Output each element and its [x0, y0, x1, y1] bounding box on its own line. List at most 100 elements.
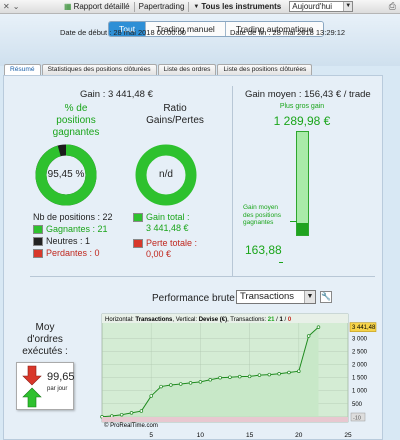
data-point [129, 411, 134, 415]
horizontal-divider [30, 276, 375, 277]
tab-trading-automatique[interactable]: Trading automatique [225, 22, 324, 36]
data-point [228, 375, 232, 379]
gain-total-text: Gain total : 3 441,48 € [146, 212, 190, 234]
chevron-down-icon[interactable]: ⌄ [12, 2, 20, 11]
gain-total: Gain total : 3 441,48 € [133, 212, 190, 234]
papertrading-label: Papertrading [138, 2, 185, 11]
green-swatch [33, 225, 43, 234]
winners-label: Gagnantes : 21 [46, 224, 108, 234]
x-tick-label: 25 [344, 432, 352, 439]
pct-title-line: positions [56, 115, 96, 126]
y-tick-label: 1 000 [352, 389, 368, 395]
x-tick-label: 20 [295, 432, 303, 439]
red-swatch [33, 249, 43, 258]
up-down-arrows-icon [22, 365, 42, 408]
section-tabs: Résumé Statistiques des positions clôtur… [4, 64, 313, 75]
data-point [277, 372, 281, 376]
data-point [297, 369, 301, 373]
window-controls: ✕ ⌄ [0, 2, 60, 11]
data-point [139, 409, 144, 413]
instruments-label: Tous les instruments [201, 2, 282, 11]
gain-total-line: Gain total : [146, 212, 190, 222]
y-tick-label: 2 500 [352, 350, 368, 356]
chart-area-fill [102, 327, 319, 417]
data-point [198, 380, 203, 384]
average-gain: Gain moyen : 156,43 € / trade [245, 89, 371, 100]
watermark: © ProRealTime.com [104, 422, 158, 429]
instruments-dropdown[interactable]: ▼ Tous les instruments [189, 2, 285, 11]
end-date: Date de fin : 28 mai 2018 13:29:12 [230, 28, 346, 37]
biggest-gain-label: Plus gros gain [279, 103, 325, 110]
tab-tout[interactable]: Tout [109, 22, 147, 36]
performance-select[interactable]: Transactions ▼ [236, 290, 316, 304]
x-tick-label: 5 [149, 432, 153, 439]
tab-stats-positions[interactable]: Statistiques des positions clôturées [41, 64, 157, 75]
report-label: Rapport détaillé [73, 2, 130, 11]
wrench-icon[interactable]: 🔧 [320, 291, 332, 303]
report-button[interactable]: ▦ Rapport détaillé [60, 2, 134, 11]
chevron-down-icon: ▼ [304, 291, 315, 303]
last-value-tag [349, 322, 377, 332]
x-tick-label: 15 [246, 432, 254, 439]
avg-winner-line: gagnantes [243, 219, 274, 226]
ratio-title: Ratio Gains/Pertes [130, 103, 220, 127]
papertrading-button[interactable]: Papertrading [135, 2, 189, 11]
data-point [247, 374, 252, 379]
tab-liste-ordres[interactable]: Liste des ordres [157, 64, 217, 75]
y-tick-label: 500 [352, 402, 363, 408]
avg-orders-unit: par jour [47, 386, 68, 392]
donut-fill [35, 144, 97, 206]
ratio-value: n/d [159, 169, 173, 180]
data-point [169, 383, 173, 387]
vertical-divider [232, 86, 233, 276]
ratio-title-line: Ratio [163, 103, 187, 114]
chart-bottom-band [102, 417, 348, 422]
print-icon[interactable]: ⎙ [388, 1, 396, 11]
legend-neutral: Neutres : 1 [33, 236, 90, 247]
performance-chart-svg: Horizontal: Transactions, Vertical: Devi… [100, 313, 377, 439]
avg-orders-line: exécutés : [22, 346, 68, 357]
bottom-value-mark [279, 262, 283, 263]
performance-chart: Horizontal: Transactions, Vertical: Devi… [88, 310, 378, 440]
loss-total-text: Perte totale : 0,00 € [146, 238, 197, 260]
performance-title: Performance brute [152, 293, 235, 304]
chart-points [100, 325, 321, 419]
ratio-title-line: Gains/Pertes [146, 115, 204, 126]
avg-winner-line: Gain moyen [243, 204, 279, 211]
ratio-donut-svg [135, 144, 197, 206]
loss-total-line: Perte totale : [146, 238, 198, 248]
avg-winner-pointer [290, 221, 297, 222]
tab-trading-manuel[interactable]: Trading manuel [146, 22, 226, 36]
y-tick-label: 1 500 [352, 376, 368, 382]
data-point [208, 378, 212, 382]
data-point [119, 412, 124, 417]
last-value-label: 3 441,48 [352, 325, 376, 331]
total-gain: Gain : 3 441,48 € [80, 89, 153, 100]
loss-total-line: 0,00 € [146, 249, 172, 259]
chevron-down-icon: ▼ [343, 2, 353, 11]
data-point [267, 372, 272, 377]
period-select[interactable]: Aujourd'hui ▼ [289, 1, 354, 12]
mode-row: Tout Trading manuel Trading automatique [0, 14, 400, 66]
close-icon[interactable]: ✕ [3, 2, 10, 11]
pct-winners-title: % de positions gagnantes [36, 103, 116, 139]
gain-total-line: 3 441,48 € [146, 223, 189, 233]
legend-winners: Gagnantes : 21 [33, 224, 108, 235]
mode-tabs: Tout Trading manuel Trading automatique [108, 21, 325, 37]
performance-select-value: Transactions [240, 291, 295, 302]
data-point [306, 334, 311, 338]
tab-liste-positions[interactable]: Liste des positions clôturées [217, 64, 313, 75]
report-icon: ▦ [64, 2, 72, 11]
gain-bar-fill [297, 222, 308, 235]
x-ticks: 5 10 15 20 25 [149, 432, 352, 439]
data-point [257, 373, 262, 377]
avg-orders-line: Moy [35, 322, 55, 333]
data-point [188, 381, 193, 385]
tab-resume[interactable]: Résumé [4, 64, 41, 75]
data-point [178, 382, 183, 386]
avg-winner-label: Gain moyen des positions gagnantes [243, 204, 293, 227]
pct-title-line: % de [64, 103, 88, 114]
red-swatch [133, 239, 143, 248]
period-value: Aujourd'hui [292, 2, 333, 11]
